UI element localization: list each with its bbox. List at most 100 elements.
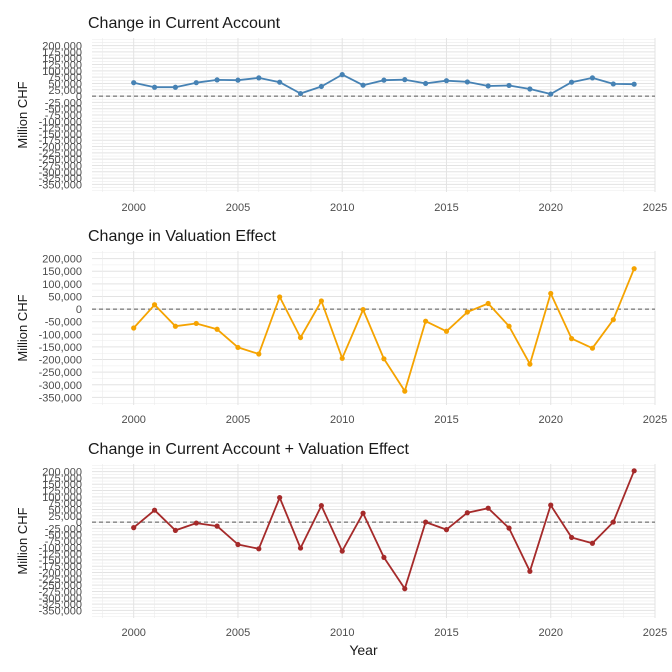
x-tick-label: 2010 [330, 202, 354, 214]
data-point-2012 [381, 356, 387, 362]
x-tick-label: 2015 [434, 414, 458, 426]
x-tick-label: 2000 [121, 414, 145, 426]
data-point-2017 [485, 83, 491, 89]
data-point-2008 [297, 90, 304, 97]
y-tick-label: -200,000 [39, 568, 82, 580]
data-point-2019 [527, 568, 533, 574]
data-point-2011 [360, 306, 366, 313]
x-tick-label: 2010 [330, 627, 354, 639]
y-tick-label: -25,000 [45, 97, 82, 109]
y-tick-label: -350,000 [39, 179, 82, 191]
y-tick-label: -150,000 [39, 342, 82, 354]
y-tick-label: 50,000 [48, 504, 82, 516]
data-point-2012 [381, 554, 387, 561]
x-tick-label: 2005 [226, 202, 250, 214]
y-tick-label: 175,000 [42, 47, 82, 59]
y-tick-label: 125,000 [42, 60, 82, 72]
data-point-2009 [318, 503, 324, 509]
x-tick-label: 2015 [434, 202, 458, 214]
y-tick-label: -250,000 [39, 580, 82, 592]
data-point-2019 [527, 361, 533, 367]
data-point-2015 [443, 328, 450, 334]
y-tick-label: -275,000 [39, 586, 82, 598]
y-tick-label: 150,000 [42, 479, 82, 491]
y-tick-label: 100,000 [42, 492, 82, 504]
gridlines [92, 38, 656, 192]
data-point-2010 [339, 355, 345, 361]
y-tick-label: 75,000 [48, 72, 82, 84]
y-tick-label: -300,000 [39, 593, 82, 605]
data-point-2000 [131, 325, 137, 331]
y-axis-label: Million CHF [15, 81, 30, 148]
y-tick-label: 100,000 [42, 279, 82, 291]
data-point-2018 [506, 82, 512, 89]
data-point-2015 [443, 527, 450, 533]
y-axis-label: Million CHF [15, 294, 30, 361]
y-tick-label: -125,000 [39, 123, 82, 135]
y-tick-label: 200,000 [42, 467, 82, 479]
data-point-2022 [589, 345, 596, 351]
data-point-2017 [485, 505, 491, 511]
data-point-2010 [339, 548, 345, 554]
data-point-2001 [151, 507, 158, 513]
series-line [133, 268, 635, 393]
data-point-2004 [214, 523, 220, 529]
y-tick-label: -50,000 [45, 530, 82, 542]
y-tick-label: -300,000 [39, 167, 82, 179]
y-tick-label: 25,000 [48, 85, 82, 97]
data-point-2014 [423, 519, 429, 525]
data-point-2017 [485, 300, 491, 307]
data-point-2004 [214, 326, 220, 332]
panel-1: Change in Current Account 200,000175,0001… [15, 15, 667, 214]
x-tick-label: 2025 [643, 414, 667, 426]
panel-title: Change in Current Account [88, 15, 281, 32]
y-tick-label: -100,000 [39, 542, 82, 554]
y-tick-label: -150,000 [39, 129, 82, 141]
y-tick-label: -200,000 [39, 355, 82, 367]
data-point-2016 [464, 309, 470, 315]
data-point-2000 [131, 80, 137, 86]
y-tick-label: -100,000 [39, 116, 82, 128]
y-tick-label: 175,000 [42, 473, 82, 485]
data-point-2001 [151, 84, 158, 90]
data-point-2015 [443, 78, 450, 84]
data-point-2005 [235, 344, 241, 351]
data-point-2007 [277, 79, 283, 85]
data-point-2009 [318, 298, 324, 304]
data-point-2016 [464, 79, 470, 85]
data-point-2013 [402, 77, 408, 83]
y-tick-label: 125,000 [42, 486, 82, 498]
data-point-2007 [277, 494, 283, 501]
data-point-2002 [172, 84, 179, 90]
data-point-2023 [610, 81, 616, 87]
data-point-2005 [235, 541, 241, 548]
y-tick-label: 0 [76, 517, 82, 529]
y-tick-label: -250,000 [39, 154, 82, 166]
y-tick-label: 75,000 [48, 498, 82, 510]
data-point-2012 [381, 77, 387, 83]
y-tick-label: 200,000 [42, 254, 82, 266]
data-point-2019 [527, 86, 533, 92]
data-point-2006 [256, 351, 262, 357]
x-tick-label: 2025 [643, 202, 667, 214]
data-point-2011 [360, 82, 366, 88]
panel-2: Change in Valuation Effect 200,000150,000… [15, 228, 667, 426]
y-tick-label: -50,000 [45, 104, 82, 116]
y-tick-label: -250,000 [39, 367, 82, 379]
x-axis-label: Year [349, 642, 378, 658]
data-point-2002 [172, 527, 179, 533]
x-tick-label: 2000 [121, 202, 145, 214]
data-point-2004 [214, 77, 220, 83]
data-point-2020 [548, 290, 554, 297]
y-tick-label: -350,000 [39, 392, 82, 404]
x-tick-label: 2015 [434, 627, 458, 639]
data-point-2022 [589, 75, 596, 81]
data-point-2006 [256, 546, 262, 552]
y-tick-label: 150,000 [42, 53, 82, 65]
y-tick-label: -125,000 [39, 549, 82, 561]
data-point-2016 [464, 510, 470, 516]
y-tick-label: 200,000 [42, 41, 82, 53]
data-point-2013 [402, 586, 408, 592]
data-point-2021 [568, 534, 575, 541]
panel-3: Change in Current Account + Valuation Ef… [15, 441, 667, 658]
